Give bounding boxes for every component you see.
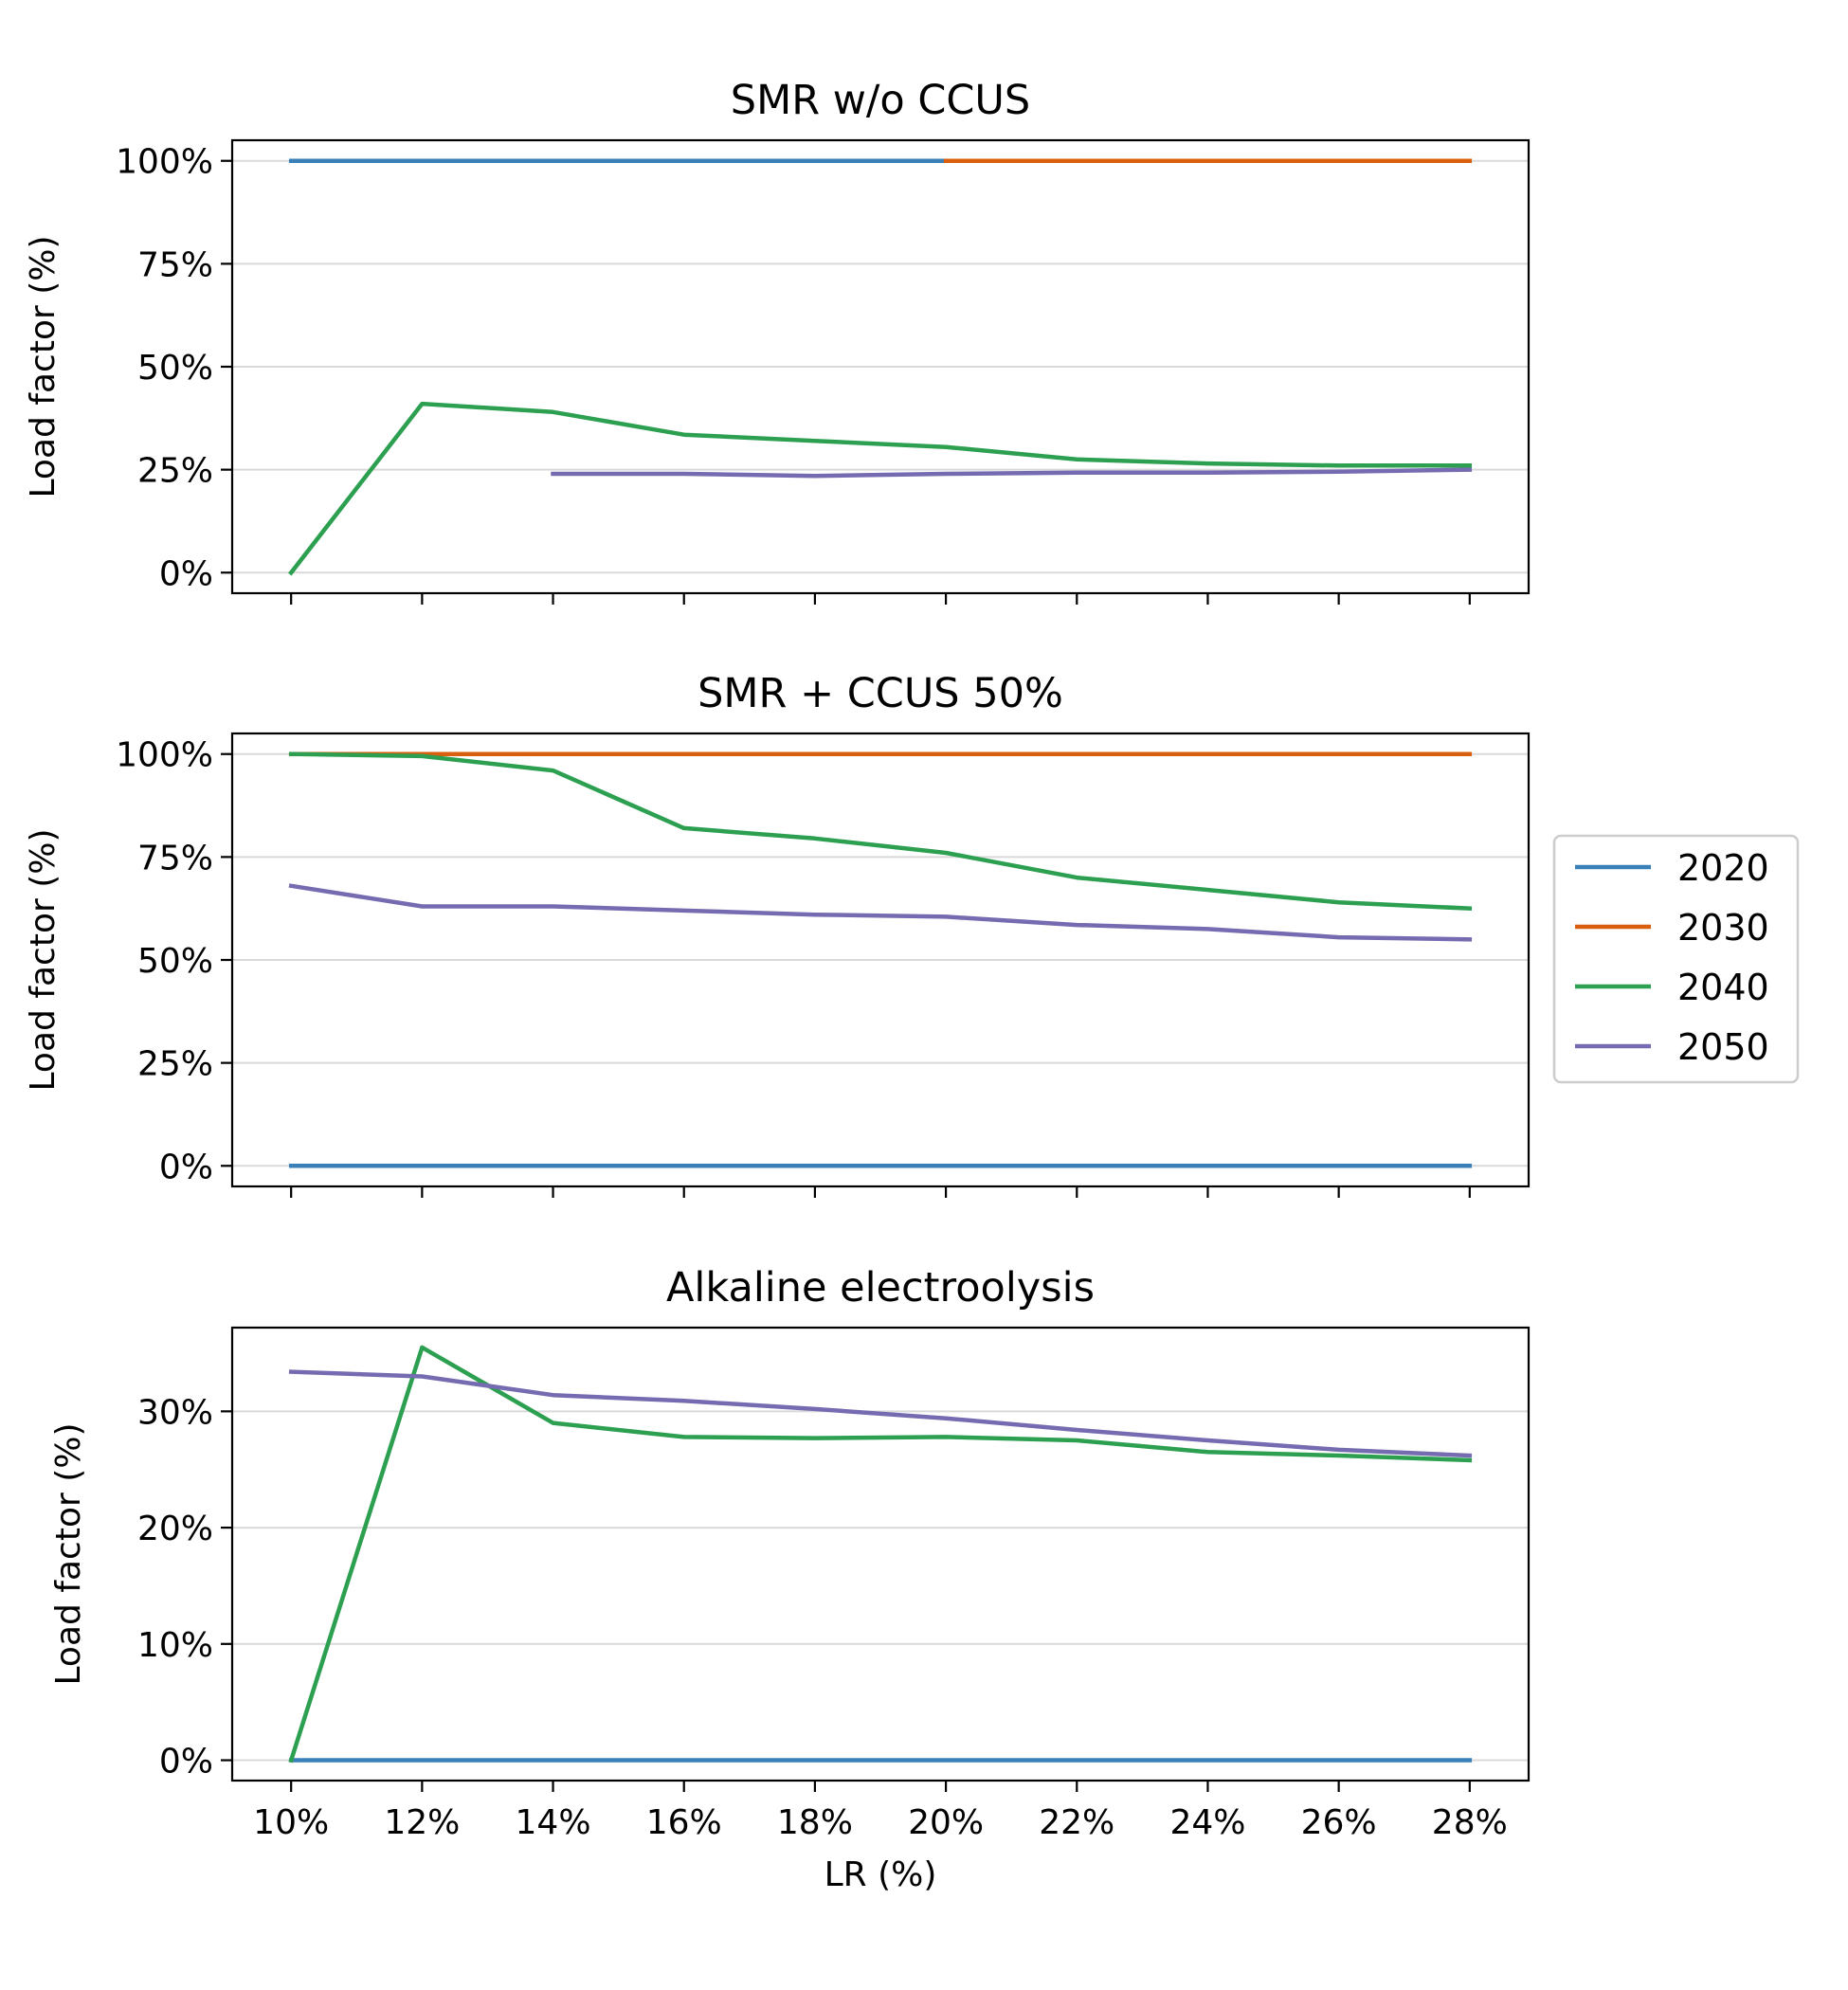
panel-1: 0% 25% 50% 75% 100% SMR w/o CCUS Load factor (… (24, 77, 1531, 605)
x-tick-label-3: 14% (516, 1803, 591, 1842)
legend-label-2030: 2030 (1677, 907, 1769, 949)
x-tick-label-7: 22% (1039, 1803, 1114, 1842)
legend-label-2050: 2050 (1677, 1026, 1769, 1068)
legend-entry-2040: 2040 (1575, 967, 1769, 1008)
series-line-2050 (551, 467, 1473, 479)
y-tick-label-4: 75% (137, 839, 213, 877)
legend: 2020 2030 2040 2050 (1552, 834, 1800, 1084)
legend-entry-2020: 2020 (1575, 847, 1769, 889)
panel-3: 0% 10% 20% 30% 10% 12% 14% 16% 18% 20% 22% 24% 26% 28… (49, 1264, 1531, 1894)
x-tick-label-5: 18% (777, 1803, 853, 1842)
legend-label-2040: 2040 (1677, 967, 1769, 1008)
y-tick-label-2: 10% (137, 1626, 213, 1665)
y-tick-label-1: 0% (159, 554, 213, 593)
y-tick-label-3: 50% (137, 942, 213, 981)
legend-entry-2030: 2030 (1575, 907, 1769, 949)
x-tick-label-1: 10% (253, 1803, 329, 1842)
x-tick-label-2: 12% (384, 1803, 460, 1842)
panel-title: SMR w/o CCUS (731, 77, 1030, 124)
panels: 0% 25% 50% 75% 100% SMR w/o CCUS Load factor (… (24, 77, 1531, 1894)
y-tick-label-2: 25% (137, 452, 213, 491)
x-tick-label-6: 20% (908, 1803, 984, 1842)
y-tick-label-5: 100% (116, 736, 213, 775)
x-axis-label: LR (%) (824, 1855, 937, 1894)
panel-title: Alkaline electroolysis (666, 1264, 1095, 1312)
y-tick-label-3: 20% (137, 1510, 213, 1548)
y-axis-label: Load factor (%) (24, 828, 63, 1091)
x-tick-label-8: 24% (1169, 1803, 1245, 1842)
y-tick-label-5: 100% (116, 143, 213, 182)
y-tick-label-1: 0% (159, 1743, 213, 1782)
legend-label-2020: 2020 (1677, 847, 1769, 889)
series-line-2050 (288, 883, 1473, 942)
y-axis-label: Load factor (%) (49, 1422, 88, 1685)
panel-title: SMR + CCUS 50% (698, 670, 1063, 717)
axes-frame (230, 1326, 1531, 1782)
y-tick-label-4: 30% (137, 1393, 213, 1432)
x-tick-label-4: 16% (646, 1803, 722, 1842)
series-line-2040 (288, 751, 1473, 912)
y-tick-label-1: 0% (159, 1148, 213, 1186)
x-tick-label-10: 28% (1432, 1803, 1508, 1842)
y-tick-label-3: 50% (137, 349, 213, 388)
y-tick-label-2: 25% (137, 1045, 213, 1084)
legend-entry-2050: 2050 (1575, 1026, 1769, 1068)
y-axis-label: Load factor (%) (24, 235, 63, 498)
x-tick-label-9: 26% (1301, 1803, 1377, 1842)
series-line-2050 (288, 1369, 1473, 1458)
y-tick-label-4: 75% (137, 245, 213, 284)
series-line-2040 (288, 401, 1473, 576)
series-line-2040 (288, 1345, 1473, 1764)
panel-2: 0% 25% 50% 75% 100% SMR + CCUS 50% Load factor… (24, 670, 1531, 1198)
legend-frame (1552, 834, 1800, 1084)
